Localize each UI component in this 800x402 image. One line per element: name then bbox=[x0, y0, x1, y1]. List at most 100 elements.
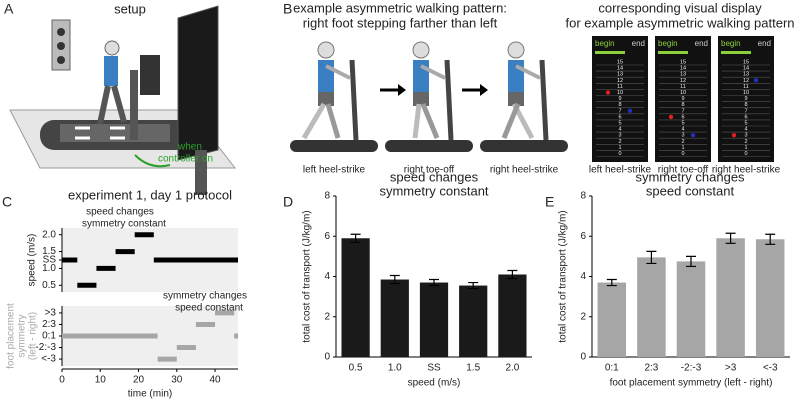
display-row-label: 1 bbox=[744, 145, 747, 151]
y-tick-label: 8 bbox=[580, 191, 586, 202]
x-tick-label: 40 bbox=[209, 375, 221, 386]
display-row-label: 0 bbox=[618, 151, 621, 157]
display-row-label: 14 bbox=[617, 66, 623, 72]
error-bar bbox=[350, 233, 361, 243]
y-tick-label: 2:3 bbox=[42, 319, 56, 330]
display-row-label: 11 bbox=[743, 84, 749, 90]
torso bbox=[413, 60, 429, 94]
walker-post bbox=[539, 59, 549, 141]
foot-dot bbox=[690, 133, 696, 138]
display-row-label: 6 bbox=[744, 114, 747, 120]
display-row-label: 7 bbox=[744, 108, 747, 114]
panel-title: for example asymmetric walking pattern bbox=[565, 15, 794, 30]
error-bar bbox=[686, 255, 696, 268]
display-row-label: 7 bbox=[618, 108, 621, 114]
y-tick-label: 4 bbox=[324, 271, 330, 282]
caption: right heel-strike bbox=[490, 165, 559, 176]
leg bbox=[325, 103, 341, 139]
panel-label: C bbox=[2, 194, 12, 210]
x-tick-label: SS bbox=[427, 363, 441, 374]
arm bbox=[325, 64, 351, 80]
display-row-label: 13 bbox=[617, 72, 623, 78]
x-tick-label: 10 bbox=[95, 375, 107, 386]
y-tick-label: 2.0 bbox=[42, 229, 56, 240]
setup-drawing bbox=[9, 5, 237, 195]
chart-title: symmetry changes bbox=[635, 169, 745, 184]
display-row-label: 12 bbox=[680, 78, 686, 84]
y-axis-label: speed (m/s) bbox=[27, 234, 38, 287]
y-tick-label: <-3 bbox=[41, 354, 56, 365]
y-tick-label: -2:-3 bbox=[35, 342, 56, 353]
display-row-label: 0 bbox=[681, 151, 684, 157]
bar bbox=[341, 238, 370, 357]
display-row-label: 14 bbox=[743, 66, 749, 72]
display-row-label: 15 bbox=[680, 59, 686, 65]
x-tick-label: 2:3 bbox=[644, 363, 658, 374]
display bbox=[718, 36, 774, 162]
display-begin: begin bbox=[595, 39, 615, 48]
progress-bar bbox=[595, 51, 625, 54]
y-axis-label: symmetry bbox=[17, 314, 28, 357]
panel-label: D bbox=[283, 194, 293, 210]
display-row-label: 8 bbox=[744, 102, 747, 108]
x-tick-label: 30 bbox=[171, 375, 183, 386]
head bbox=[507, 41, 525, 59]
chart-title: experiment 1, day 1 protocol bbox=[68, 187, 232, 202]
display-begin: begin bbox=[721, 39, 741, 48]
walker-post bbox=[444, 59, 454, 141]
panel-title: corresponding visual display bbox=[598, 0, 762, 15]
treadmill bbox=[290, 140, 378, 152]
panel-label: A bbox=[4, 1, 14, 17]
display-row-label: 6 bbox=[681, 114, 684, 120]
x-tick-label: 1.0 bbox=[388, 363, 402, 374]
walker-post bbox=[349, 59, 359, 141]
chart-title: speed constant bbox=[646, 183, 735, 198]
foot-dot bbox=[731, 133, 737, 138]
shorts bbox=[318, 92, 334, 106]
y-tick-label: 6 bbox=[324, 231, 330, 242]
leg bbox=[501, 103, 521, 139]
panel-label: E bbox=[545, 194, 554, 210]
panel-title: right foot stepping farther than left bbox=[303, 15, 498, 30]
caption: left heel-strike bbox=[303, 165, 366, 176]
display-row-label: 14 bbox=[680, 66, 686, 72]
y-axis-label: (left - right) bbox=[28, 312, 39, 360]
error-bar bbox=[389, 274, 400, 285]
foot-dot bbox=[605, 90, 611, 95]
display-row-label: 12 bbox=[743, 78, 749, 84]
head bbox=[317, 41, 335, 59]
error-bar bbox=[765, 233, 776, 245]
display-row-label: 2 bbox=[744, 139, 747, 145]
display-row-label: 2 bbox=[618, 139, 621, 145]
x-tick-label: 0.5 bbox=[349, 363, 363, 374]
y-tick-label: 2 bbox=[324, 311, 330, 322]
treadmill bbox=[385, 140, 473, 152]
y-tick-label: >3 bbox=[45, 308, 57, 319]
display-row-label: 8 bbox=[681, 102, 684, 108]
shorts bbox=[508, 92, 524, 106]
caption: right heel-strike bbox=[712, 165, 781, 176]
chart-title: speed changes bbox=[390, 169, 479, 184]
x-axis-label: foot placement symmetry (left - right) bbox=[610, 378, 773, 389]
x-tick-label: 0 bbox=[59, 375, 65, 386]
display-row-label: 0 bbox=[744, 151, 747, 157]
x-tick-label: <-3 bbox=[763, 363, 778, 374]
annotation: speed constant bbox=[175, 303, 243, 314]
bar bbox=[498, 274, 527, 357]
display-row-label: 5 bbox=[744, 120, 747, 126]
annotation: symmetry constant bbox=[82, 219, 166, 230]
display-row-label: 10 bbox=[680, 90, 686, 96]
bar bbox=[637, 257, 666, 357]
treadmill bbox=[480, 140, 568, 152]
torso bbox=[508, 60, 524, 94]
y-tick-label: 0 bbox=[580, 352, 586, 363]
y-tick-label: 1.5 bbox=[42, 246, 56, 257]
x-tick-label: 1.5 bbox=[466, 363, 480, 374]
head bbox=[412, 41, 430, 59]
y-tick-label: 0 bbox=[324, 352, 330, 363]
y-tick-label: 2 bbox=[580, 311, 586, 322]
display-row-label: 13 bbox=[680, 72, 686, 78]
display-end: end bbox=[632, 39, 645, 48]
y-axis-label: foot placement bbox=[6, 303, 17, 369]
